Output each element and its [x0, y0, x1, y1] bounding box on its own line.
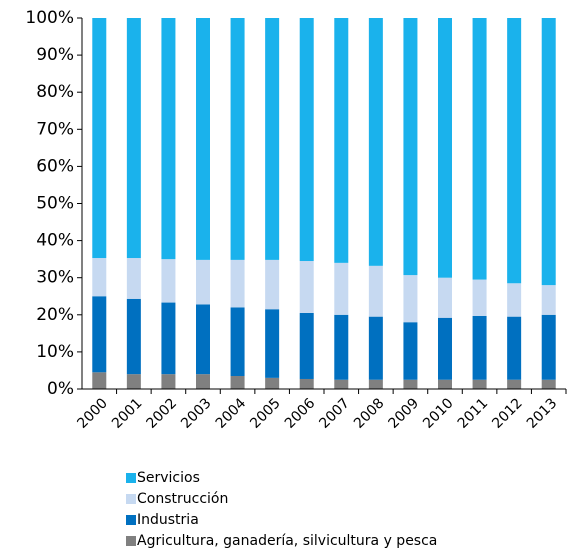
bar-segment	[541, 379, 556, 389]
bar-segment	[472, 379, 487, 389]
bar-segment	[126, 18, 141, 259]
bar-segment	[92, 18, 107, 259]
y-tick-label: 50%	[36, 194, 74, 214]
x-tick-label: 2013	[524, 395, 561, 432]
legend-label: Construcción	[137, 491, 228, 507]
bar-segment	[541, 18, 556, 286]
bar-segment	[230, 307, 245, 377]
bar-segment	[126, 258, 141, 299]
bar-segment	[507, 283, 522, 317]
bar-segment	[230, 376, 245, 389]
legend-swatch	[126, 494, 136, 504]
x-tick-label: 2008	[351, 395, 388, 432]
x-tick-label: 2004	[213, 395, 250, 432]
bar-segment	[472, 18, 487, 280]
bar-segment	[507, 316, 522, 380]
bar-segment	[92, 258, 107, 297]
bar-segment	[368, 18, 383, 266]
bar-segment	[299, 378, 314, 389]
y-tick-label: 20%	[36, 305, 74, 325]
bar-segment	[403, 322, 418, 380]
bar-segment	[472, 315, 487, 380]
bar-segment	[334, 262, 349, 315]
bar-segment	[368, 316, 383, 380]
bar-segment	[334, 18, 349, 263]
y-tick-label: 40%	[36, 231, 74, 251]
y-tick-label: 70%	[36, 119, 74, 139]
legend-label: Industria	[137, 512, 199, 528]
bar-segment	[196, 18, 210, 260]
legend-label: Agricultura, ganadería, silvicultura y p…	[137, 533, 437, 549]
bar-segment	[126, 298, 141, 375]
bar-segment	[334, 379, 349, 389]
bar-segment	[161, 374, 176, 389]
x-tick-label: 2003	[178, 395, 215, 432]
bar-segment	[196, 374, 210, 389]
bar-segment	[299, 261, 314, 313]
y-tick-label: 80%	[36, 82, 74, 102]
y-tick-label: 60%	[36, 156, 74, 176]
bar-segment	[403, 379, 418, 389]
bar-segment	[230, 259, 245, 308]
x-tick-label: 2000	[74, 395, 111, 432]
bar-segment	[299, 18, 314, 262]
y-tick-label: 30%	[36, 268, 74, 288]
bar-segment	[472, 279, 487, 316]
bar-segment	[230, 18, 245, 260]
legend-swatch	[126, 473, 136, 483]
x-tick-label: 2007	[316, 395, 353, 432]
bar-segment	[265, 18, 280, 260]
bar-segment	[161, 18, 176, 260]
x-tick-label: 2001	[109, 395, 146, 432]
x-tick-label: 2012	[489, 395, 526, 432]
bar-segment	[334, 314, 349, 380]
bar-segment	[196, 304, 210, 375]
y-tick-label: 90%	[36, 45, 74, 65]
bar-segment	[541, 314, 556, 380]
y-tick-label: 0%	[47, 379, 74, 399]
x-tick-label: 2011	[455, 395, 492, 432]
x-tick-label: 2006	[282, 395, 319, 432]
bar-segment	[403, 275, 418, 323]
legend-swatch	[126, 536, 136, 546]
bar-segment	[299, 312, 314, 379]
bar-segment	[507, 18, 522, 284]
bar-segment	[161, 302, 176, 375]
x-tick-label: 2005	[247, 395, 284, 432]
x-tick-label: 2002	[144, 395, 181, 432]
x-tick-label: 2009	[386, 395, 423, 432]
bar-segment	[541, 285, 556, 315]
bar-segment	[161, 259, 176, 303]
bar-segment	[196, 259, 210, 305]
bar-segment	[92, 296, 107, 373]
bar-segment	[265, 377, 280, 389]
x-tick-label: 2010	[420, 395, 457, 432]
bar-segment	[438, 317, 452, 380]
bar-segment	[265, 259, 280, 310]
bar-segment	[438, 379, 452, 389]
bar-segment	[368, 379, 383, 389]
bar-segment	[438, 18, 452, 278]
bar-segment	[126, 374, 141, 389]
y-tick-label: 100%	[25, 8, 74, 28]
bar-segment	[438, 277, 452, 318]
legend-label: Servicios	[137, 470, 200, 486]
bar-segment	[265, 309, 280, 378]
y-tick-label: 10%	[36, 342, 74, 362]
legend-swatch	[126, 515, 136, 525]
bar-segment	[92, 372, 107, 389]
bar-segment	[403, 18, 418, 276]
bar-segment	[507, 379, 522, 389]
bar-segment	[368, 265, 383, 317]
